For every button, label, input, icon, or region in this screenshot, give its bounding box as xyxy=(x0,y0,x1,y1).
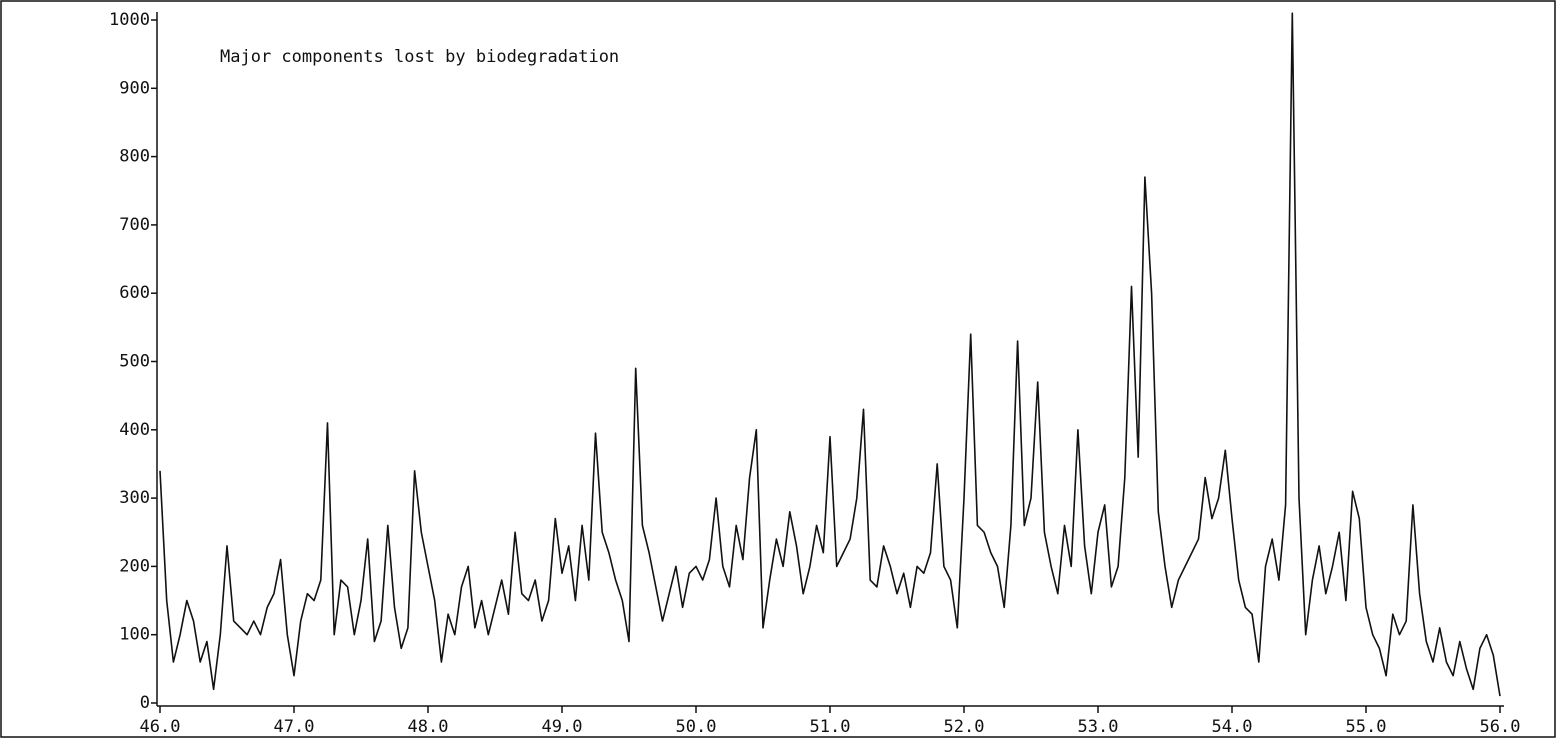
trace-line xyxy=(159,12,1501,697)
y-tick-label: 600 xyxy=(119,283,150,303)
x-tick-label: 47.0 xyxy=(274,717,315,737)
x-tick-label: 48.0 xyxy=(408,717,449,737)
y-tick-label: 0 xyxy=(140,693,150,713)
x-tick-label: 46.0 xyxy=(140,717,181,737)
y-tick-label: 900 xyxy=(119,78,150,98)
x-tick-label: 56.0 xyxy=(1480,717,1521,737)
x-tick-label: 52.0 xyxy=(944,717,985,737)
y-tick-label: 1000 xyxy=(109,10,150,30)
x-tick-label: 53.0 xyxy=(1078,717,1119,737)
y-tick-label: 200 xyxy=(119,556,150,576)
x-tick-label: 50.0 xyxy=(676,717,717,737)
x-tick-label: 54.0 xyxy=(1212,717,1253,737)
x-tick-label: 55.0 xyxy=(1346,717,1387,737)
y-tick-label: 300 xyxy=(119,488,150,508)
y-tick-label: 500 xyxy=(119,352,150,372)
y-tick-label: 100 xyxy=(119,625,150,645)
x-tick-label: 49.0 xyxy=(542,717,583,737)
y-tick-label: 700 xyxy=(119,215,150,235)
y-tick-label: 400 xyxy=(119,420,150,440)
y-tick-label: 800 xyxy=(119,147,150,167)
x-tick-label: 51.0 xyxy=(810,717,851,737)
annotation: Major components lost by biodegradation xyxy=(220,47,619,67)
